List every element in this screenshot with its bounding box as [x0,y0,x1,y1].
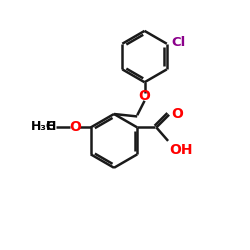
Text: O: O [69,120,81,134]
Text: H: H [46,120,56,134]
Text: O: O [138,90,150,104]
Text: Cl: Cl [171,36,186,49]
Text: OH: OH [169,143,193,157]
Text: O: O [171,107,183,121]
Text: H₃C: H₃C [31,120,56,134]
